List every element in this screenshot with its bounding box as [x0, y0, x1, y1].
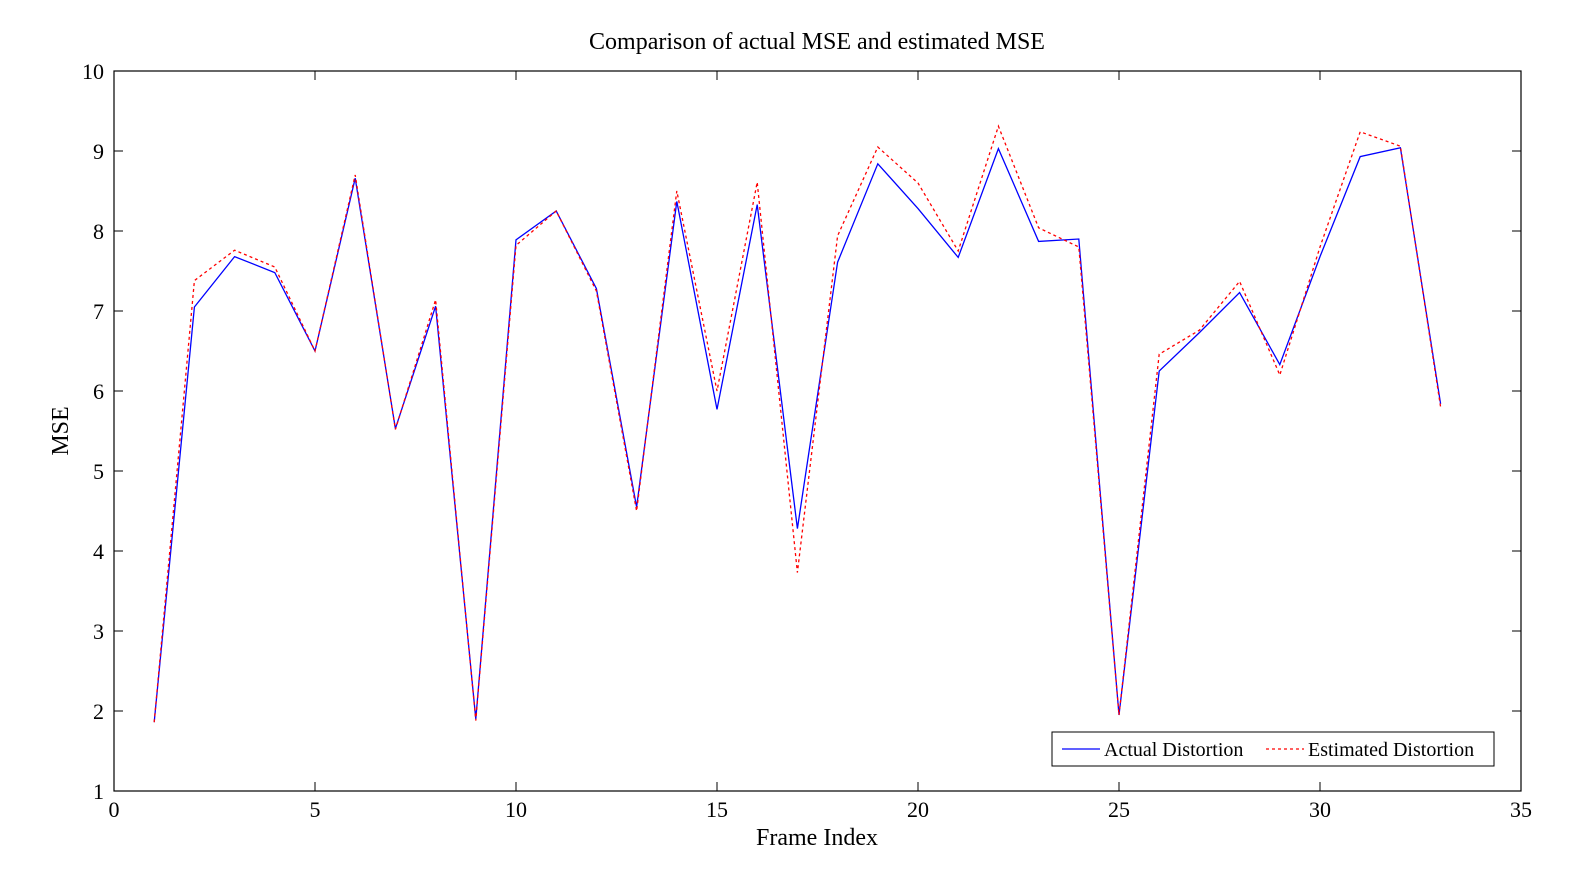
y-axis-label: MSE	[48, 406, 74, 455]
x-tick-label: 35	[1510, 797, 1532, 822]
x-tick-label: 30	[1309, 797, 1331, 822]
x-tick-label: 10	[505, 797, 527, 822]
plot-background	[114, 71, 1521, 791]
axis-ticks: 0 5 10 15 20 25 30 35 1 2 3 4 5 6 7 8 9 10	[82, 59, 1532, 822]
series-line-estimated	[153, 124, 1442, 723]
y-tick-label: 1	[93, 779, 104, 804]
x-tick-label: 5	[310, 797, 321, 822]
y-tick-label: 10	[82, 59, 104, 84]
legend-label-actual: Actual Distortion	[1104, 739, 1243, 761]
chart-title: Comparison of actual MSE and estimated M…	[589, 29, 1045, 55]
y-tick-label: 3	[93, 619, 104, 644]
x-tick-label: 25	[1108, 797, 1130, 822]
legend-label-estimated: Estimated Distortion	[1308, 739, 1474, 761]
y-tick-label: 4	[93, 539, 104, 564]
y-tick-label: 5	[93, 459, 104, 484]
y-tick-label: 9	[93, 139, 104, 164]
x-tick-label: 15	[706, 797, 728, 822]
y-tick-label: 6	[93, 379, 104, 404]
y-tick-label: 7	[93, 299, 104, 324]
y-tick-label: 8	[93, 219, 104, 244]
x-tick-label: 20	[907, 797, 929, 822]
x-axis-label: Frame Index	[756, 825, 878, 851]
series-lines	[153, 124, 1442, 723]
legend: Actual Distortion Estimated Distortion	[1051, 731, 1495, 767]
plot-frame	[113, 70, 1522, 792]
y-tick-label: 2	[93, 699, 104, 724]
x-tick-label: 0	[109, 797, 120, 822]
series-line-actual	[153, 146, 1442, 723]
